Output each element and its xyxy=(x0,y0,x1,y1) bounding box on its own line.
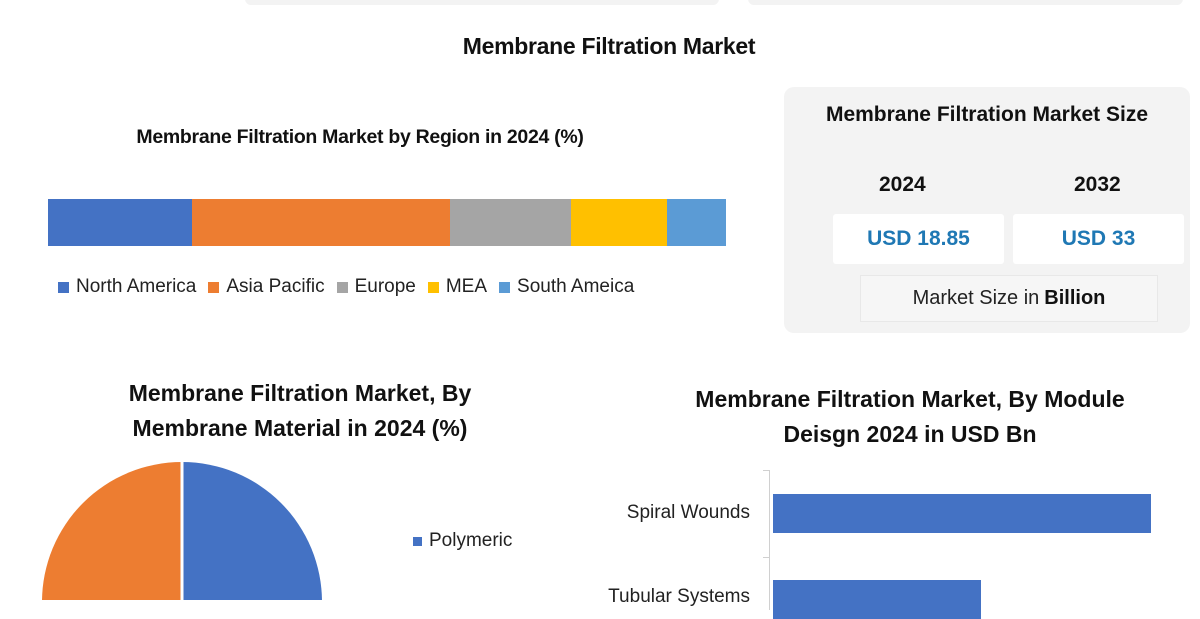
page-title: Membrane Filtration Market xyxy=(462,33,756,59)
region-chart-title: Membrane Filtration Market by Region in … xyxy=(136,126,584,148)
region-stacked-bar xyxy=(48,199,726,246)
legend-swatch xyxy=(427,281,439,293)
bar-segment-mea xyxy=(570,199,667,246)
legend-swatch xyxy=(58,281,69,293)
y-axis xyxy=(769,470,770,610)
bar-segment-north-america xyxy=(48,199,192,246)
bar-segment-asia-pacific xyxy=(191,199,451,246)
legend-swatch xyxy=(208,281,220,293)
legend-item-asia-pacific: Asia Pacific xyxy=(208,276,325,298)
value-2024: USD 18.85 xyxy=(833,214,1004,264)
pie-slice-polymeric xyxy=(182,462,322,600)
legend-swatch xyxy=(499,281,511,293)
material-legend: Polymeric xyxy=(413,530,512,552)
module-chart-title: Membrane Filtration Market, By Module De… xyxy=(695,386,1125,447)
material-pie-chart xyxy=(42,462,322,600)
category-label-tubular-systems: Tubular Systems xyxy=(608,586,750,607)
market-size-card: Membrane Filtration Market Size 2024 203… xyxy=(784,87,1190,333)
year-2032-label: 2032 xyxy=(1074,173,1121,196)
category-label-spiral-wounds: Spiral Wounds xyxy=(626,502,750,523)
unit-label: Market Size in Billion xyxy=(860,275,1158,322)
material-chart-title: Membrane Filtration Market, By Membrane … xyxy=(128,380,472,441)
axis-tick xyxy=(763,557,769,558)
legend-item-south-ameica: South Ameica xyxy=(499,276,634,298)
year-2024-label: 2024 xyxy=(879,173,926,196)
pie-slice-other xyxy=(42,462,182,600)
bar-spiral-wounds xyxy=(773,494,1151,533)
legend-item-north-america: North America xyxy=(58,276,196,298)
axis-tick xyxy=(763,470,769,471)
bar-segment-south-ameica xyxy=(666,199,726,246)
top-card-left xyxy=(245,0,719,5)
top-card-right xyxy=(748,0,1183,5)
legend-swatch-polymeric xyxy=(413,536,422,546)
bar-segment-europe xyxy=(450,199,571,246)
market-size-title: Membrane Filtration Market Size xyxy=(825,103,1149,126)
legend-swatch xyxy=(336,281,348,293)
region-legend: North America Asia Pacific Europe MEA South … xyxy=(58,276,646,298)
legend-item-mea: MEA xyxy=(427,276,487,298)
value-2032: USD 33 xyxy=(1013,214,1184,264)
legend-item-europe: Europe xyxy=(336,276,416,298)
